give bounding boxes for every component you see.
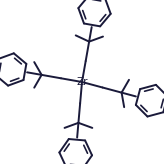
Text: Zr: Zr (76, 77, 88, 87)
